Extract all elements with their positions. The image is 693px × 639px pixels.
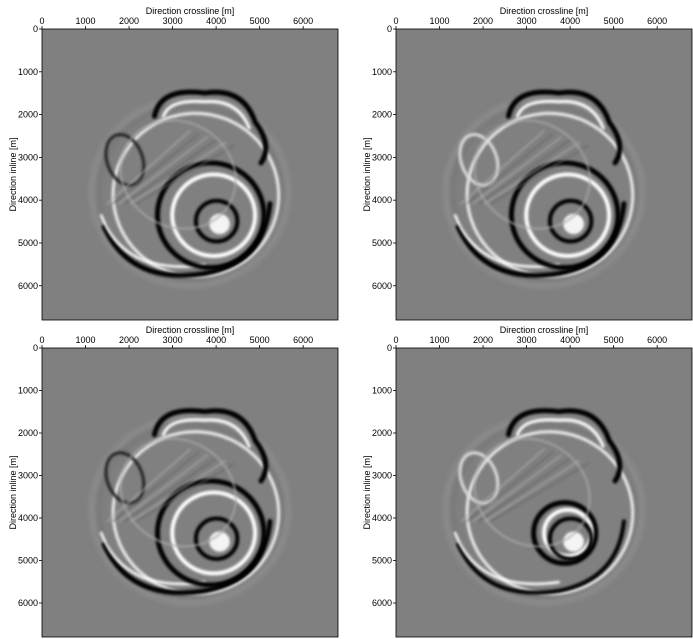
y-tick-label: 0 [33,343,38,353]
x-tick-label: 3000 [517,335,537,345]
y-tick-label: 0 [387,24,392,34]
x-tick-label: 4000 [206,335,226,345]
y-tick-label: 4000 [372,513,392,523]
image-panel: 0 1000 2000 3000 4000 5000 6000 0 1000 2000 3000 40… [8,6,338,320]
y-tick-label: 6000 [372,281,392,291]
y-tick-label: 1000 [18,67,38,77]
x-tick-label: 4000 [206,16,226,26]
y-axis-label: Direction inline [m] [8,455,18,529]
seismic-image [396,348,692,637]
x-axis-label: Direction crossline [m] [146,6,235,16]
x-tick-label: 5000 [604,335,624,345]
x-tick-label: 5000 [250,335,270,345]
image-panel: 0 1000 2000 3000 4000 5000 6000 0 1000 2000 3000 40… [362,325,692,637]
y-tick-label: 4000 [18,195,38,205]
y-tick-label: 3000 [372,471,392,481]
y-tick-label: 6000 [18,598,38,608]
x-tick-label: 1000 [430,16,450,26]
x-tick-label: 5000 [604,16,624,26]
y-tick-label: 3000 [372,152,392,162]
x-tick-label: 6000 [293,16,313,26]
y-axis-label: Direction inline [m] [362,455,372,529]
x-tick-label: 1000 [430,335,450,345]
x-tick-label: 0 [39,335,44,345]
x-tick-label: 2000 [473,16,493,26]
seismic-image [42,29,338,320]
x-tick-label: 2000 [119,16,139,26]
x-axis-label: Direction crossline [m] [500,325,589,335]
y-tick-label: 5000 [372,556,392,566]
y-tick-label: 3000 [18,471,38,481]
y-tick-label: 0 [387,343,392,353]
y-axis-label: Direction inline [m] [362,137,372,211]
x-tick-label: 3000 [163,16,183,26]
x-tick-label: 0 [393,16,398,26]
y-tick-label: 6000 [18,281,38,291]
seismic-image [42,348,338,637]
x-tick-label: 6000 [647,16,667,26]
x-tick-label: 0 [393,335,398,345]
y-tick-label: 2000 [372,428,392,438]
x-tick-label: 1000 [76,16,96,26]
x-tick-label: 3000 [517,16,537,26]
x-tick-label: 0 [39,16,44,26]
y-tick-label: 2000 [18,110,38,120]
x-tick-label: 4000 [560,16,580,26]
y-tick-label: 0 [33,24,38,34]
x-tick-label: 6000 [293,335,313,345]
x-tick-label: 2000 [119,335,139,345]
x-tick-label: 6000 [647,335,667,345]
y-tick-label: 1000 [372,67,392,77]
y-tick-label: 6000 [372,598,392,608]
x-tick-label: 4000 [560,335,580,345]
x-tick-label: 5000 [250,16,270,26]
x-axis-label: Direction crossline [m] [146,325,235,335]
x-tick-label: 2000 [473,335,493,345]
y-tick-label: 5000 [18,238,38,248]
image-panel: 0 1000 2000 3000 4000 5000 6000 0 1000 2000 3000 40… [8,325,338,637]
y-tick-label: 2000 [18,428,38,438]
y-tick-label: 1000 [372,386,392,396]
y-tick-label: 4000 [18,513,38,523]
y-tick-label: 5000 [372,238,392,248]
y-axis-label: Direction inline [m] [8,137,18,211]
x-tick-label: 3000 [163,335,183,345]
image-panel: 0 1000 2000 3000 4000 5000 6000 0 1000 2000 3000 40… [362,6,692,320]
y-tick-label: 4000 [372,195,392,205]
y-tick-label: 5000 [18,556,38,566]
y-tick-label: 2000 [372,110,392,120]
y-tick-label: 3000 [18,152,38,162]
x-tick-label: 1000 [76,335,96,345]
figure: 0 1000 2000 3000 4000 5000 6000 0 1000 2000 3000 40… [0,0,693,639]
y-tick-label: 1000 [18,386,38,396]
seismic-image [396,29,692,320]
x-axis-label: Direction crossline [m] [500,6,589,16]
